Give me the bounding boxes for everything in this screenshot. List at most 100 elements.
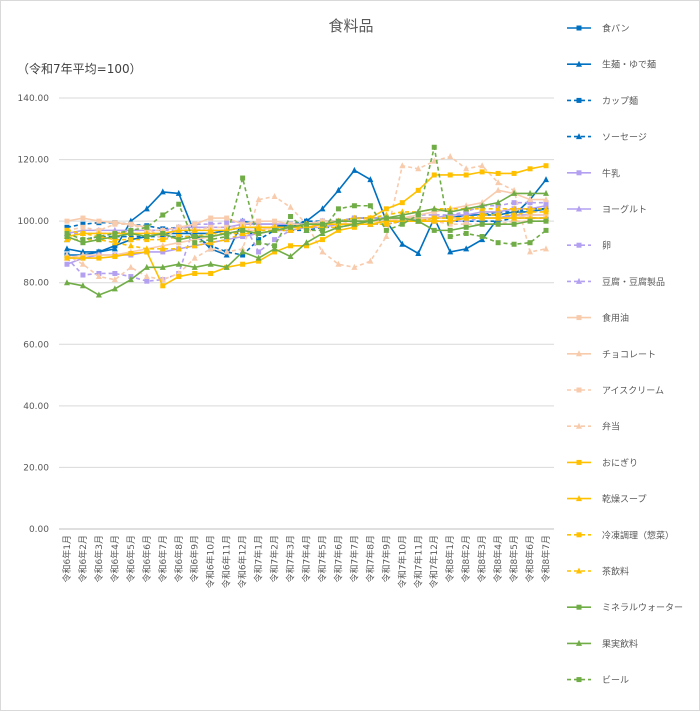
data-point [64, 227, 70, 233]
data-point [447, 205, 454, 212]
data-point [527, 200, 533, 206]
legend-label: カップ麺 [602, 95, 638, 107]
data-point [527, 166, 533, 172]
data-point [399, 200, 405, 206]
data-point [111, 245, 118, 252]
data-point [111, 276, 118, 283]
data-point [272, 249, 278, 255]
x-tick-label: 令和7年7月 [348, 535, 360, 582]
x-tick-label: 令和8年2月 [460, 535, 472, 582]
data-point [415, 218, 421, 224]
x-tick-label: 令和7年10月 [396, 535, 408, 588]
legend-marker [576, 242, 582, 248]
data-point [511, 212, 517, 218]
data-point [176, 234, 182, 240]
data-point [80, 255, 86, 261]
x-tick-label: 令和6年1月 [61, 535, 73, 582]
data-point [447, 208, 454, 215]
data-point [272, 227, 278, 233]
data-point [64, 261, 70, 267]
data-point [479, 199, 486, 206]
data-point [431, 215, 437, 221]
data-point [239, 245, 246, 252]
data-point [495, 186, 502, 193]
data-point [527, 240, 533, 246]
data-point [415, 187, 421, 193]
legend-item: 牛乳 [567, 167, 620, 179]
x-tick-label: 令和7年12月 [428, 535, 440, 588]
data-point [399, 218, 405, 224]
data-point [63, 245, 70, 252]
legend-label: 牛乳 [602, 167, 620, 179]
data-point [96, 237, 102, 243]
data-point [96, 255, 102, 261]
data-point [319, 224, 325, 230]
legend-marker [576, 567, 582, 574]
legend-marker [576, 422, 582, 429]
data-point [143, 273, 150, 280]
legend-item: 冷凍調理（惣菜） [567, 529, 674, 541]
data-point [447, 217, 454, 224]
x-tick-label: 令和6年7月 [157, 535, 169, 582]
data-point [256, 218, 262, 224]
x-tick-label: 令和8年3月 [476, 535, 488, 582]
data-point [543, 196, 550, 203]
x-tick-label: 令和7年5月 [316, 535, 328, 582]
data-point [351, 263, 358, 270]
legend-marker [576, 25, 582, 31]
y-tick-label: 20.00 [23, 463, 49, 473]
data-point [143, 263, 150, 270]
data-point [287, 203, 294, 210]
y-axis-ticks: 0.00 20.00 40.00 60.00 80.00 100.00 120.00 140.… [18, 94, 50, 535]
data-point [112, 270, 118, 276]
data-point [208, 234, 214, 240]
data-point [176, 201, 182, 207]
data-point [495, 221, 501, 227]
data-point [399, 215, 405, 221]
data-point [175, 226, 182, 233]
legend-item: ヨーグルト [567, 204, 647, 216]
x-tick-label: 令和6年10月 [205, 535, 217, 588]
x-tick-label: 令和7年6月 [332, 535, 344, 582]
data-point [240, 227, 246, 233]
legend-marker [576, 133, 582, 140]
data-point [335, 223, 342, 230]
data-point [511, 205, 518, 212]
legend-marker [576, 60, 582, 67]
data-point [64, 230, 70, 236]
data-point [431, 157, 438, 164]
data-point [175, 245, 182, 252]
x-tick-label: 令和8年1月 [444, 535, 456, 582]
data-point [527, 209, 533, 215]
data-point [128, 237, 134, 243]
data-point [447, 234, 453, 240]
legend-label: 弁当 [602, 421, 620, 433]
data-point [319, 221, 325, 227]
y-tick-label: 0.00 [29, 525, 49, 535]
legend-marker [576, 459, 582, 465]
data-point [463, 230, 469, 236]
series-18 [64, 144, 549, 249]
legend-item: ソーセージ [567, 132, 647, 143]
legend-item: 茶飲料 [567, 566, 629, 578]
data-point [208, 215, 214, 221]
series-12 [64, 163, 549, 289]
data-point [304, 243, 309, 249]
data-point [463, 205, 470, 212]
data-point [144, 234, 150, 240]
x-tick-label: 令和6年12月 [237, 535, 249, 588]
data-point [80, 221, 86, 227]
data-point [495, 199, 502, 206]
data-point [335, 218, 341, 224]
data-point [288, 243, 294, 249]
data-point [160, 283, 166, 289]
data-point [127, 263, 134, 270]
data-point [112, 254, 118, 260]
data-point [111, 285, 118, 292]
data-point [447, 152, 454, 159]
data-point [256, 240, 262, 246]
data-point [80, 237, 86, 243]
data-point [383, 221, 389, 227]
legend-label: 果実飲料 [602, 638, 638, 650]
